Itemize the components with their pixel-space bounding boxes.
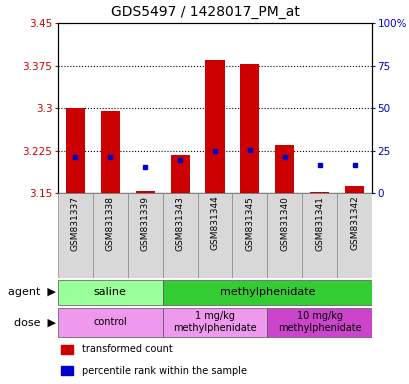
Text: transformed count: transformed count [82,344,173,354]
Text: GDS5497 / 1428017_PM_at: GDS5497 / 1428017_PM_at [110,5,299,19]
Text: GSM831338: GSM831338 [106,196,115,251]
Bar [66,108,85,193]
Text: GSM831344: GSM831344 [210,196,219,250]
Bar [58,280,162,305]
Bar [232,193,267,278]
Bar [267,308,371,336]
Text: GSM831339: GSM831339 [140,196,149,251]
Text: GSM831340: GSM831340 [280,196,289,251]
Bar [93,193,128,278]
Text: 10 mg/kg
methylphenidate: 10 mg/kg methylphenidate [277,311,361,333]
Bar [301,193,336,278]
Text: GSM831345: GSM831345 [245,196,254,251]
Bar [135,192,155,193]
Text: control: control [93,317,127,327]
Bar [309,192,328,193]
Text: GSM831342: GSM831342 [349,196,358,250]
Text: dose  ▶: dose ▶ [14,317,56,327]
Bar [205,60,224,193]
Text: GSM831341: GSM831341 [315,196,324,251]
Bar [101,111,120,193]
Text: methylphenidate: methylphenidate [219,287,314,297]
Bar [58,308,162,336]
Bar [162,308,267,336]
Bar [336,193,371,278]
Bar [61,345,73,354]
Text: agent  ▶: agent ▶ [8,287,56,297]
Bar [58,193,93,278]
Bar [162,280,371,305]
Bar [197,193,232,278]
Bar [240,64,259,193]
Bar [128,193,162,278]
Bar [267,193,301,278]
Text: saline: saline [94,287,126,297]
Bar [344,186,363,193]
Bar [274,145,294,193]
Text: GSM831337: GSM831337 [71,196,80,251]
Bar [162,193,197,278]
Text: percentile rank within the sample: percentile rank within the sample [82,366,247,376]
Bar [170,155,189,193]
Text: GSM831343: GSM831343 [175,196,184,251]
Text: 1 mg/kg
methylphenidate: 1 mg/kg methylphenidate [173,311,256,333]
Bar [61,366,73,375]
